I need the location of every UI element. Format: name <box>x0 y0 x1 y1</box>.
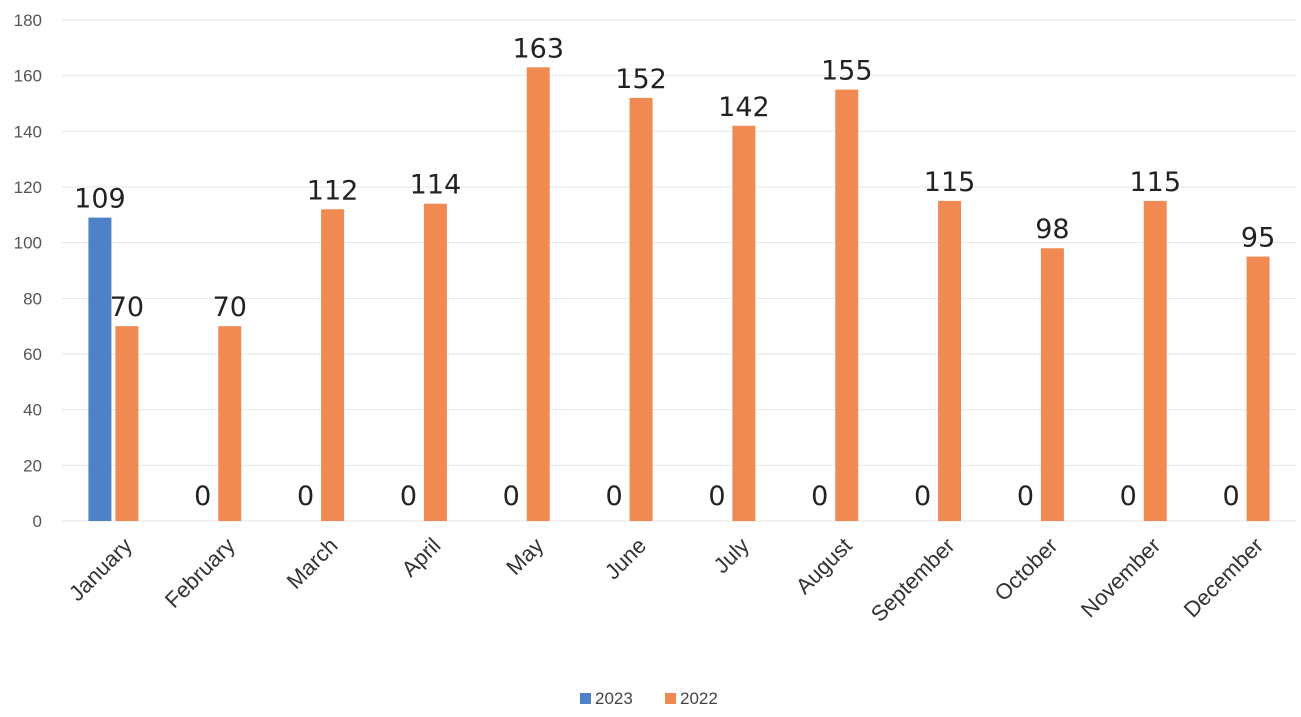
y-tick-label: 0 <box>33 512 42 531</box>
gridlines <box>62 19 1296 522</box>
bar-2022-july <box>732 125 756 522</box>
legend-label-2023: 2023 <box>595 689 633 708</box>
bar-2022-february <box>218 326 242 521</box>
data-label-2022-august: 155 <box>821 56 873 87</box>
data-label-2022-october: 98 <box>1035 214 1069 245</box>
x-category-label: October <box>989 533 1062 606</box>
x-category-label: December <box>1179 533 1268 622</box>
bar-2022-october <box>1040 248 1064 521</box>
data-label-2022-november: 115 <box>1129 167 1181 198</box>
x-category-label: August <box>791 533 857 599</box>
data-label-2023-september: 0 <box>914 481 931 512</box>
y-tick-label: 100 <box>14 234 42 253</box>
x-category-label: July <box>709 533 754 578</box>
data-label-2022-december: 95 <box>1241 223 1275 254</box>
y-tick-label: 120 <box>14 178 42 197</box>
bar-2022-september <box>938 200 962 521</box>
data-label-2022-june: 152 <box>615 64 667 95</box>
bars <box>88 67 1270 522</box>
x-category-label: March <box>282 533 343 594</box>
data-label-2023-july: 0 <box>708 481 725 512</box>
data-label-2023-march: 0 <box>297 481 314 512</box>
data-label-2023-august: 0 <box>811 481 828 512</box>
y-tick-label: 160 <box>14 67 42 86</box>
bar-2022-june <box>629 97 653 521</box>
legend-swatch-2023 <box>580 693 591 704</box>
bar-2022-january <box>115 326 139 521</box>
data-label-2023-october: 0 <box>1017 481 1034 512</box>
bar-2022-may <box>526 67 550 522</box>
legend-label-2022: 2022 <box>680 689 718 708</box>
bar-2022-march <box>321 209 345 521</box>
x-category-label: April <box>397 533 446 582</box>
y-tick-label: 20 <box>23 456 42 475</box>
data-label-2022-may: 163 <box>512 33 564 64</box>
data-label-2023-december: 0 <box>1222 481 1239 512</box>
legend-swatch-2022 <box>665 693 676 704</box>
x-category-label: June <box>600 533 651 584</box>
data-labels: 109 70 0 70 0 112 0 114 0 163 0 152 0 142 0 155 0 115 0 98 0… <box>74 33 1275 512</box>
y-tick-label: 60 <box>23 345 42 364</box>
data-label-2023-may: 0 <box>503 481 520 512</box>
data-label-2023-november: 0 <box>1120 481 1137 512</box>
bar-2022-april <box>423 203 447 521</box>
y-tick-label: 180 <box>14 11 42 30</box>
data-label-2023-april: 0 <box>400 481 417 512</box>
data-label-2022-april: 114 <box>410 170 462 201</box>
x-category-label: January <box>64 533 137 606</box>
y-tick-label: 40 <box>23 401 42 420</box>
data-label-2022-september: 115 <box>924 167 976 198</box>
bar-2022-august <box>835 89 859 521</box>
data-label-2022-march: 112 <box>307 175 359 206</box>
legend: 2023 2022 <box>580 689 718 708</box>
x-category-label: May <box>501 533 548 580</box>
data-label-2022-february: 70 <box>213 292 247 323</box>
bar-2022-november <box>1143 200 1167 521</box>
x-axis-categories: January February March April May June July Augu… <box>64 533 1268 627</box>
y-tick-label: 80 <box>23 289 42 308</box>
data-label-2022-january: 70 <box>110 292 144 323</box>
y-tick-label: 140 <box>14 122 42 141</box>
x-category-label: November <box>1076 533 1165 622</box>
x-category-label: September <box>866 533 960 627</box>
x-category-label: February <box>160 533 240 613</box>
y-axis-ticks: 0 20 40 60 80 100 120 140 160 180 <box>14 11 42 531</box>
data-label-2023-february: 0 <box>194 481 211 512</box>
bar-2022-december <box>1246 256 1270 521</box>
data-label-2023-january: 109 <box>74 184 126 215</box>
bar-2023-january <box>88 217 112 521</box>
data-label-2023-june: 0 <box>605 481 622 512</box>
data-label-2022-july: 142 <box>718 92 770 123</box>
